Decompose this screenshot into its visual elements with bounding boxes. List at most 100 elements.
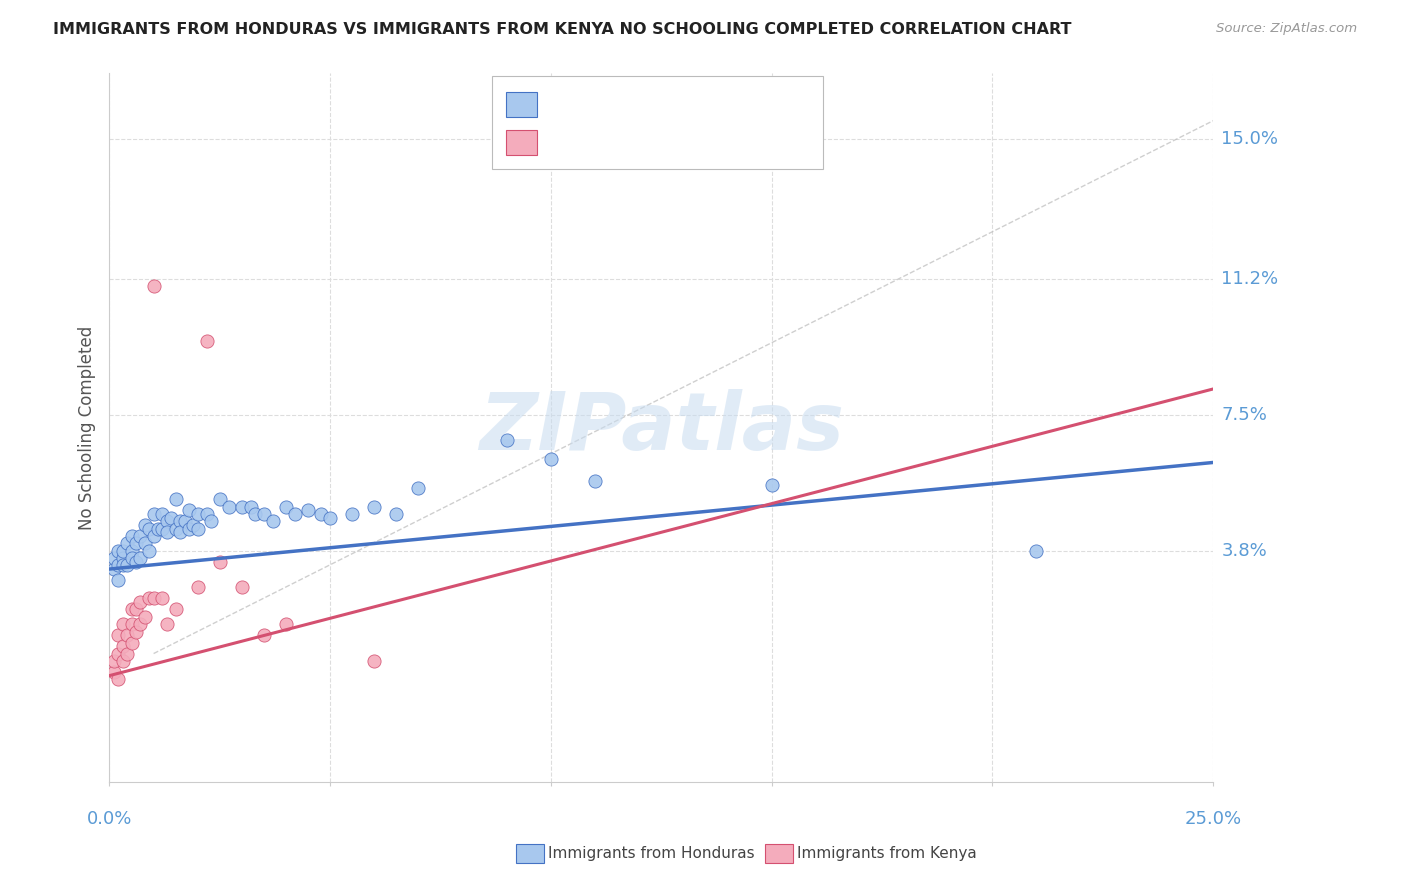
Point	[138, 543, 160, 558]
Point	[200, 514, 222, 528]
Point	[173, 514, 195, 528]
Point	[125, 602, 148, 616]
Point	[121, 529, 143, 543]
Point	[121, 543, 143, 558]
Point	[156, 514, 179, 528]
Point	[583, 474, 606, 488]
Point	[111, 617, 134, 632]
Point	[125, 536, 148, 550]
Point	[107, 673, 129, 687]
Point	[385, 507, 408, 521]
Text: 25.0%: 25.0%	[1184, 810, 1241, 828]
Point	[111, 543, 134, 558]
Point	[103, 665, 125, 679]
Point	[152, 591, 174, 606]
Point	[107, 558, 129, 573]
Point	[129, 617, 152, 632]
Point	[262, 514, 284, 528]
Point	[165, 522, 187, 536]
Point	[125, 624, 148, 639]
Y-axis label: No Schooling Completed: No Schooling Completed	[79, 326, 96, 530]
Text: 3.8%: 3.8%	[1222, 541, 1267, 559]
Point	[142, 507, 165, 521]
Point	[284, 507, 307, 521]
Point	[495, 434, 517, 448]
Point	[134, 609, 156, 624]
Point	[125, 555, 148, 569]
Point	[121, 617, 143, 632]
Point	[103, 551, 125, 566]
Point	[169, 514, 191, 528]
Point	[243, 507, 266, 521]
Point	[111, 551, 134, 566]
Point	[297, 503, 319, 517]
Point	[129, 551, 152, 566]
Point	[103, 562, 125, 576]
Point	[165, 602, 187, 616]
Point	[363, 654, 385, 668]
Point	[187, 581, 209, 595]
Point	[274, 500, 297, 514]
Point	[142, 279, 165, 293]
Point	[761, 477, 783, 491]
Point	[152, 522, 174, 536]
Point	[253, 507, 276, 521]
Point	[138, 591, 160, 606]
Text: 15.0%: 15.0%	[1222, 130, 1278, 148]
Point	[111, 639, 134, 653]
Point	[274, 617, 297, 632]
Point	[103, 654, 125, 668]
Point	[156, 525, 179, 540]
Point	[152, 507, 174, 521]
Text: R = 0.227   N = 62: R = 0.227 N = 62	[544, 95, 714, 113]
Point	[177, 522, 200, 536]
Point	[121, 602, 143, 616]
Point	[165, 492, 187, 507]
Point	[231, 500, 253, 514]
Point	[1025, 543, 1047, 558]
Point	[363, 500, 385, 514]
Point	[129, 529, 152, 543]
Point	[231, 581, 253, 595]
Point	[342, 507, 364, 521]
Point	[138, 522, 160, 536]
Point	[115, 536, 138, 550]
Text: 11.2%: 11.2%	[1222, 269, 1278, 288]
Text: Immigrants from Honduras: Immigrants from Honduras	[548, 847, 755, 861]
Point	[160, 510, 183, 524]
Text: IMMIGRANTS FROM HONDURAS VS IMMIGRANTS FROM KENYA NO SCHOOLING COMPLETED CORRELA: IMMIGRANTS FROM HONDURAS VS IMMIGRANTS F…	[53, 22, 1071, 37]
Text: R = 0.383   N = 31: R = 0.383 N = 31	[544, 134, 714, 152]
Point	[177, 503, 200, 517]
Text: 0.0%: 0.0%	[87, 810, 132, 828]
Point	[111, 558, 134, 573]
Point	[156, 617, 179, 632]
Text: Source: ZipAtlas.com: Source: ZipAtlas.com	[1216, 22, 1357, 36]
Point	[218, 500, 240, 514]
Point	[111, 654, 134, 668]
Point	[253, 628, 276, 642]
Point	[195, 334, 218, 349]
Point	[187, 507, 209, 521]
Point	[208, 555, 231, 569]
Point	[134, 518, 156, 533]
Point	[311, 507, 333, 521]
Point	[115, 558, 138, 573]
Point	[107, 543, 129, 558]
Point	[195, 507, 218, 521]
Point	[319, 510, 342, 524]
Point	[208, 492, 231, 507]
Text: 7.5%: 7.5%	[1222, 406, 1267, 424]
Point	[107, 573, 129, 587]
Point	[121, 551, 143, 566]
Point	[115, 647, 138, 661]
Point	[169, 525, 191, 540]
Point	[239, 500, 262, 514]
Point	[142, 591, 165, 606]
Point	[142, 529, 165, 543]
Text: ZIPatlas: ZIPatlas	[479, 389, 844, 467]
Point	[183, 518, 205, 533]
Point	[134, 536, 156, 550]
Point	[121, 635, 143, 649]
Point	[107, 647, 129, 661]
Point	[146, 522, 169, 536]
